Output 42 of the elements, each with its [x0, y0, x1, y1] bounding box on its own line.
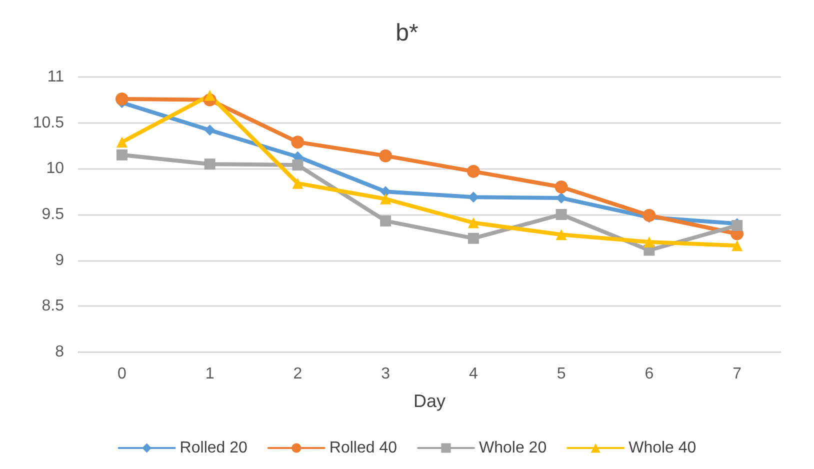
point	[466, 164, 480, 178]
y-tick-label: 9	[55, 252, 64, 269]
legend-label: Rolled 40	[329, 440, 398, 456]
x-tick-label: 4	[468, 366, 478, 382]
point	[468, 232, 479, 244]
legend-label: Whole 40	[628, 440, 696, 456]
y-tick-label: 9.5	[42, 206, 64, 223]
point	[204, 158, 216, 170]
point	[116, 149, 128, 160]
x-tick-label: 6	[644, 366, 654, 382]
point	[292, 178, 304, 189]
x-axis-title: Day	[413, 391, 446, 411]
legend-label: Whole 20	[479, 440, 547, 456]
point	[556, 209, 567, 220]
y-tick-label: 11	[47, 68, 64, 86]
point	[292, 160, 304, 170]
point	[115, 92, 128, 106]
point	[116, 136, 128, 148]
x-tick-label: 0	[117, 366, 126, 382]
point	[732, 240, 743, 252]
point	[204, 90, 216, 101]
point	[380, 215, 392, 226]
legend-label: Rolled 20	[180, 440, 248, 456]
point	[204, 124, 216, 136]
y-tick-label: 8	[55, 344, 64, 360]
x-tick-label: 3	[381, 366, 390, 382]
x-tick-label: 7	[732, 366, 742, 382]
point	[554, 180, 568, 194]
point	[556, 229, 567, 240]
point	[644, 236, 655, 248]
point	[380, 193, 392, 204]
y-tick-label: 10	[46, 160, 64, 178]
y-tick-label: 10.5	[32, 114, 64, 132]
x-tick-label: 5	[556, 366, 566, 382]
point	[468, 217, 479, 228]
y-tick-label: 8.5	[42, 298, 64, 315]
point	[291, 136, 304, 149]
point	[379, 149, 392, 162]
x-tick-label: 2	[293, 366, 302, 382]
chart-title: b*	[396, 20, 418, 46]
point	[642, 208, 656, 222]
x-tick-label: 1	[205, 366, 214, 382]
